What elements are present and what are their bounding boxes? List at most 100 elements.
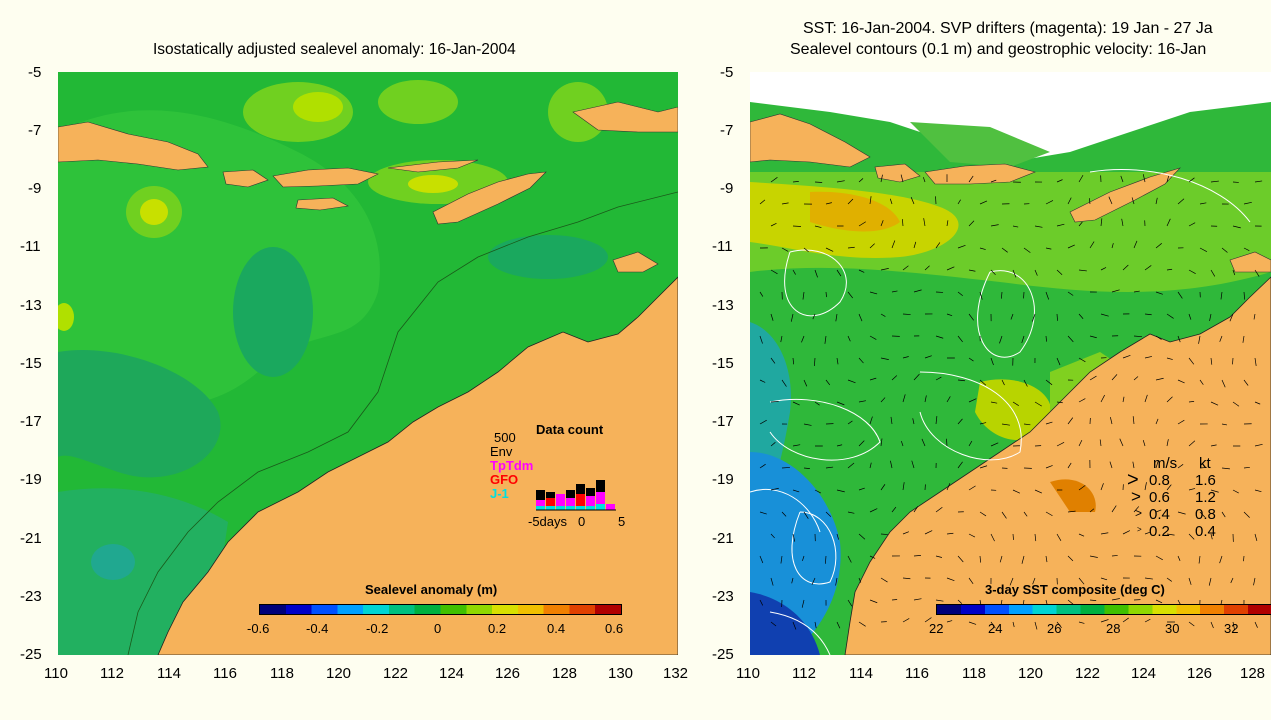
y-tick-label: -17 xyxy=(712,413,734,430)
colorbar-tick: 0.2 xyxy=(488,621,507,636)
velocity-arrow xyxy=(1078,269,1087,272)
velocity-arrow xyxy=(1155,377,1164,381)
velocity-ms: 0.2 xyxy=(1149,523,1170,540)
velocity-arrow xyxy=(1177,291,1183,299)
velocity-arrow xyxy=(902,313,911,315)
velocity-arrow xyxy=(1166,484,1172,491)
velocity-arrow xyxy=(979,511,987,517)
velocity-arrow xyxy=(990,269,996,276)
velocity-arrow xyxy=(1188,621,1195,627)
velocity-arrow xyxy=(792,444,801,447)
velocity-arrow xyxy=(1045,511,1053,517)
velocity-arrow xyxy=(1012,401,1019,407)
velocity-arrow xyxy=(869,416,873,425)
velocity-arrow xyxy=(1221,423,1228,426)
colorbar-tick: 0 xyxy=(434,621,442,636)
y-tick-label: -15 xyxy=(20,355,42,372)
velocity-arrow xyxy=(880,357,889,360)
velocity-arrow xyxy=(781,467,790,469)
velocity-arrow xyxy=(1067,417,1074,425)
velocity-arrow xyxy=(1155,418,1159,425)
velocity-arrow xyxy=(858,440,865,447)
count-bar xyxy=(576,494,585,510)
timor-island xyxy=(1069,167,1181,223)
velocity-arrow xyxy=(814,489,822,494)
y-tick-label: -17 xyxy=(20,413,42,430)
velocity-arrow xyxy=(1133,240,1138,249)
velocity-arrow xyxy=(957,379,965,382)
velocity-kt: 1.2 xyxy=(1195,489,1216,506)
velocity-arrow xyxy=(790,313,794,322)
colorbar-tick: -0.6 xyxy=(247,621,270,636)
velocity-arrow xyxy=(803,423,812,426)
velocity-arrow xyxy=(814,269,818,278)
velocity-arrow xyxy=(812,313,816,320)
velocity-arrow xyxy=(923,218,926,227)
velocity-kt: 1.6 xyxy=(1195,472,1216,489)
velocity-arrow xyxy=(1166,439,1169,447)
velocity-kt: 0.4 xyxy=(1195,523,1216,540)
x-tick-label: 116 xyxy=(213,665,237,682)
velocity-arrow xyxy=(869,243,875,249)
velocity-arrow xyxy=(979,247,986,250)
velocity-arrow xyxy=(924,395,927,403)
velocity-arrow xyxy=(1122,355,1131,359)
x-tick-label: 116 xyxy=(905,665,929,682)
velocity-arrow xyxy=(1120,175,1124,183)
y-tick-label: -7 xyxy=(720,122,734,139)
velocity-arrow xyxy=(913,555,921,557)
velocity-arrow xyxy=(1132,416,1135,425)
x-tick-label: 130 xyxy=(608,665,634,682)
velocity-arrow xyxy=(803,379,808,387)
velocity-arrow xyxy=(1078,577,1085,585)
contour-line xyxy=(1089,169,1251,223)
velocity-arrow xyxy=(836,489,845,493)
velocity-arrow xyxy=(770,269,778,275)
velocity-arrow xyxy=(1155,243,1162,249)
velocity-arrow xyxy=(792,533,796,542)
arrow-icon: > xyxy=(1135,506,1143,520)
velocity-arrow xyxy=(1210,180,1219,183)
velocity-arrow xyxy=(1177,555,1181,561)
bali-lombok-island xyxy=(222,169,269,188)
contour-line xyxy=(919,371,1022,461)
velocity-arrow xyxy=(1188,222,1196,227)
velocity-key-header-ms: m/s xyxy=(1153,455,1178,472)
velocity-arrow xyxy=(770,442,776,447)
velocity-arrow xyxy=(1188,488,1196,491)
count-x-tick: -5days xyxy=(528,514,568,529)
sst-region-hot xyxy=(810,191,900,232)
velocity-arrow xyxy=(1089,555,1098,558)
velocity-arrow xyxy=(924,265,930,271)
legend-tptdm: TpTdm xyxy=(490,458,534,473)
velocity-arrow xyxy=(792,269,796,275)
velocity-arrow xyxy=(990,401,998,404)
velocity-arrow xyxy=(1023,511,1028,517)
velocity-ms: 0.8 xyxy=(1149,472,1170,489)
velocity-arrow xyxy=(770,222,777,227)
velocity-arrow xyxy=(935,376,942,381)
velocity-arrow xyxy=(1100,313,1109,317)
velocity-arrow xyxy=(869,462,872,469)
velocity-arrow xyxy=(835,577,838,586)
data-count-title: Data count xyxy=(536,422,604,437)
velocity-arrow xyxy=(999,335,1003,344)
velocity-arrow xyxy=(1078,313,1084,319)
velocity-arrow xyxy=(824,335,827,344)
velocity-arrow xyxy=(781,202,789,205)
velocity-arrow xyxy=(957,418,963,425)
velocity-arrow xyxy=(902,531,909,535)
velocity-arrow xyxy=(1056,223,1065,227)
velocity-arrow xyxy=(770,400,779,403)
colorbar-tick: -0.4 xyxy=(306,621,329,636)
velocity-arrow xyxy=(957,291,963,296)
australia-landmass xyxy=(157,276,678,655)
y-tick-label: -9 xyxy=(720,180,734,197)
x-tick-label: 126 xyxy=(1187,665,1213,682)
x-tick-label: 126 xyxy=(495,665,521,682)
velocity-arrow xyxy=(858,313,863,322)
velocity-arrow xyxy=(990,442,999,447)
velocity-arrow xyxy=(825,466,834,469)
velocity-arrow xyxy=(902,394,906,403)
sst-coastal-hot xyxy=(1050,479,1096,512)
